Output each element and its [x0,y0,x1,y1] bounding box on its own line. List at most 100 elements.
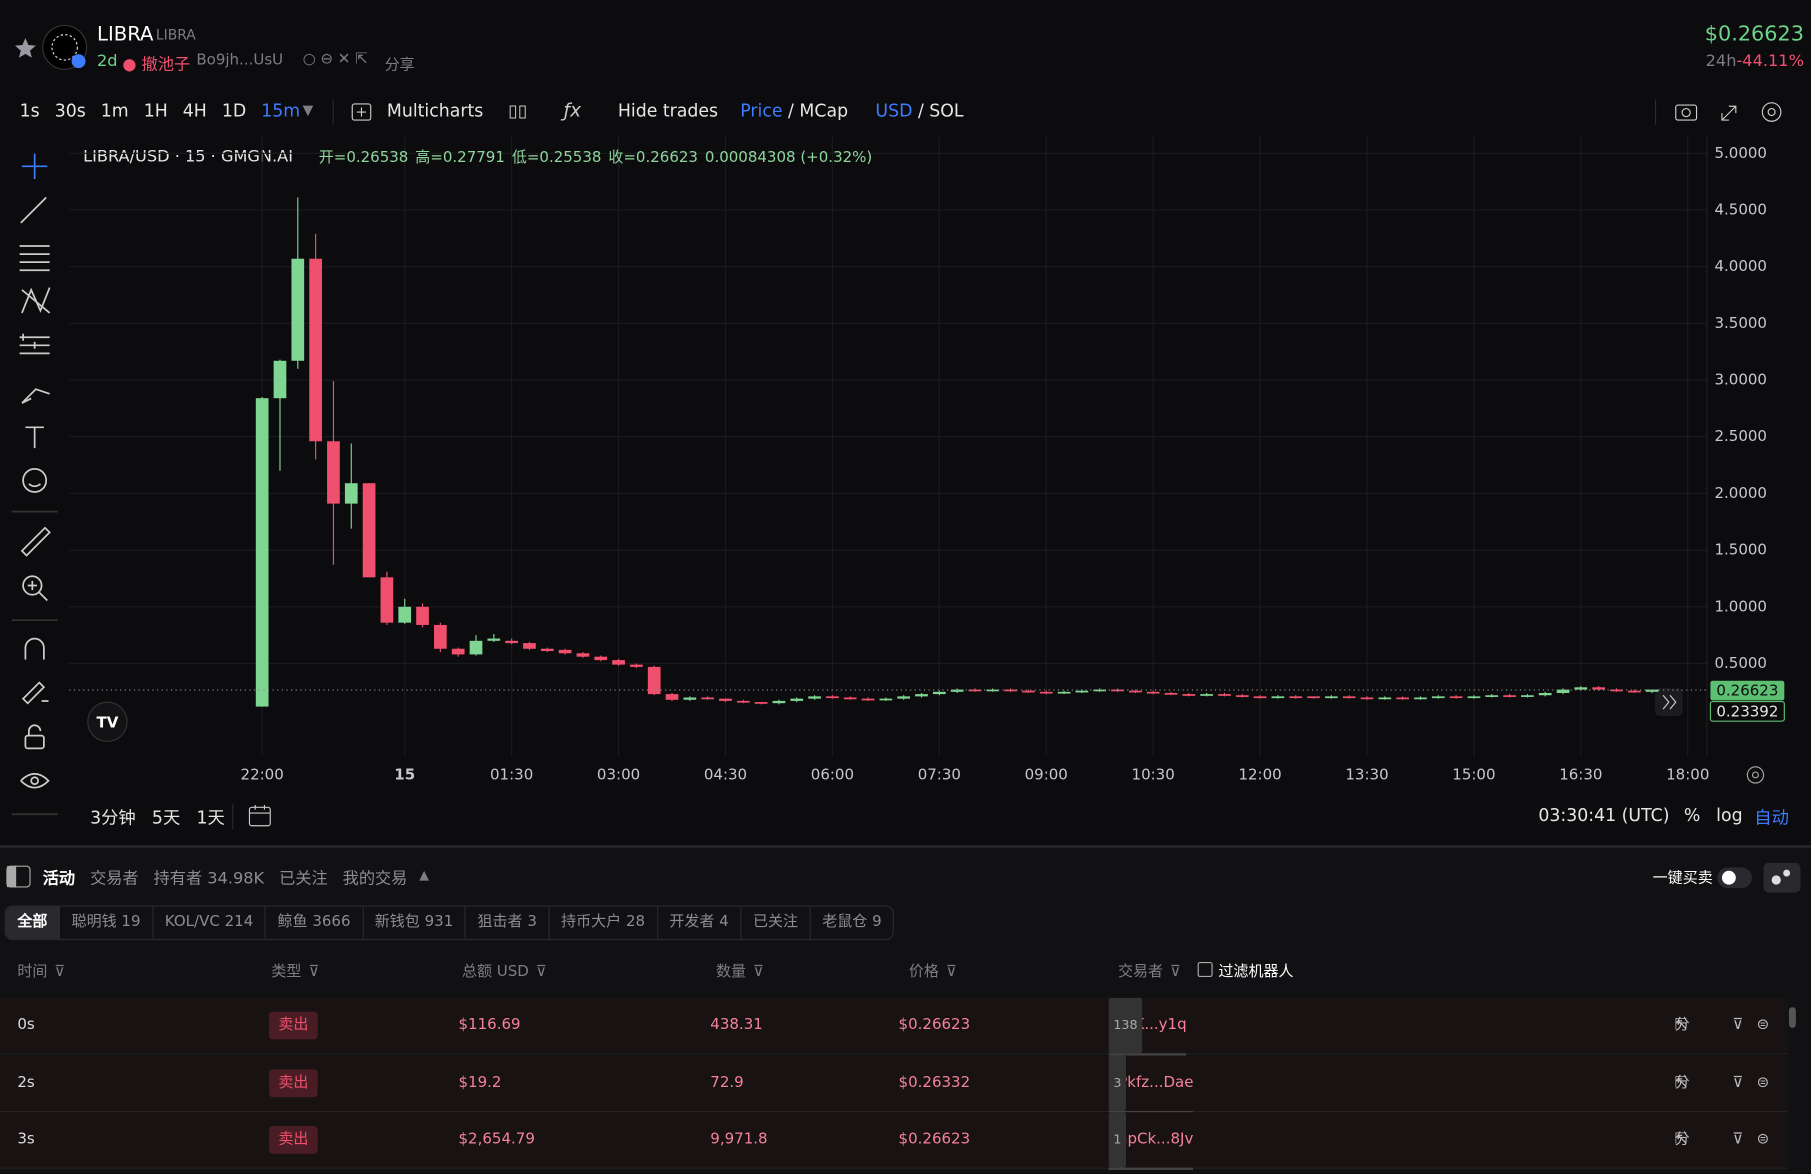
panel-toggle[interactable] [6,865,31,888]
hide-trades[interactable]: Hide trades [617,100,719,122]
column-header[interactable]: 交易者 ⊽ [1117,963,1181,981]
tab[interactable]: 交易者 [90,869,139,889]
drawing-tools[interactable] [11,144,63,843]
currency[interactable]: USD / SOL [875,100,964,122]
filter-icon[interactable]: ⊽ [1732,1016,1744,1034]
tab[interactable]: 我的交易 [342,869,408,889]
filter[interactable]: 狙击者 3 [466,906,550,939]
token-age: 2d [97,51,118,71]
interval[interactable]: 1s [19,100,40,122]
usd-toggle[interactable]: USD [875,100,913,122]
candle-body [1342,696,1356,699]
more-icon[interactable]: ⊜ [1756,1130,1770,1148]
range-bar: 3分钟 5天 1天 [90,805,225,829]
candle-body [1164,692,1178,695]
filter-icon[interactable]: ⊽ [753,963,765,981]
filter-icon[interactable]: ⊽ [54,963,66,981]
sol-toggle[interactable]: SOL [929,100,964,122]
filter[interactable]: 持币大户 28 [550,906,658,939]
filter[interactable]: 全部 [5,906,61,939]
price-toggle[interactable]: Price [740,100,783,122]
chart-actions[interactable] [1672,98,1787,126]
goto-date[interactable] [246,803,274,831]
column-header[interactable]: 时间 ⊽ [17,963,66,981]
column-header[interactable]: 数量 ⊽ [716,963,765,981]
candle-body [1235,695,1249,697]
interval[interactable]: 15m [261,100,301,122]
candle-body [327,441,340,504]
filter[interactable]: KOL/VC 214 [153,906,266,939]
filter-icon[interactable]: ⊽ [1169,963,1181,981]
tab[interactable]: 活动 [42,869,76,889]
indicators[interactable]: ƒx [563,99,582,122]
candle-body [1521,695,1534,697]
filter-icon[interactable]: ⊽ [308,963,320,981]
price: $0.26623 [898,1130,971,1148]
chart-title: LIBRA/USD · 15 · GMGN.AI [83,147,293,166]
trade-count: 138 [1108,997,1143,1054]
type: 卖出 [269,1126,318,1154]
social-icons[interactable]: ○ ⊖ ✕ ⇱ [302,50,368,69]
filter[interactable]: 已关注 [741,906,811,939]
more-icon[interactable]: ⊜ [1756,1016,1770,1034]
filter-icon[interactable]: ⊽ [535,963,547,981]
interval-dropdown[interactable]: ▼ [302,101,314,118]
interval[interactable]: 1H [143,100,168,122]
x-tick-label: 15:00 [1452,765,1495,783]
tab[interactable]: 持有者 34.98K [153,869,265,889]
filter[interactable]: 开发者 4 [658,906,742,939]
candle-body [1146,691,1160,694]
candle-style[interactable]: ▯▯ [508,100,528,122]
marker-price-box [1709,700,1785,722]
share-icon: ⇱ [1674,1130,1688,1148]
range[interactable]: 5天 [151,807,181,829]
column-header[interactable]: 价格 ⊽ [908,963,957,981]
mcap-toggle[interactable]: MCap [799,100,849,122]
candle-body [273,360,287,399]
favorite-star[interactable] [12,35,40,63]
tab[interactable]: 已关注 [279,869,328,889]
more-icon[interactable]: ⊜ [1756,1073,1770,1091]
quick-trade-controls[interactable] [1715,862,1807,893]
x-tick-label: 04:30 [704,765,747,783]
candle-body [808,696,821,699]
interval[interactable]: 4H [182,100,207,122]
candle-body [1039,691,1053,694]
column-header[interactable]: 类型 ⊽ [271,963,320,981]
price-mcap[interactable]: Price / MCap [740,100,849,122]
token-logo [42,24,88,70]
candle-body [1022,690,1035,693]
candle-body [523,643,536,649]
token-address[interactable]: Bo9jh...UsU [196,51,284,70]
log-toggle[interactable]: log [1716,804,1743,826]
axis-settings[interactable] [1746,766,1765,784]
filter-icon[interactable]: ⊽ [1732,1073,1744,1091]
token-tag: ● 撤池子 [122,55,191,74]
column-header[interactable]: 总额 USD ⊽ [461,963,547,981]
x-tick-label: 07:30 [918,765,961,783]
add-chart-icon[interactable] [350,102,373,123]
scroll-right[interactable] [1654,688,1683,717]
time: 2s [17,1073,35,1091]
interval[interactable]: 30s [54,100,86,122]
filter[interactable]: 老鼠仓 9 [822,913,882,931]
trader-address[interactable]: 3Pkfz...Dae [1108,1055,1194,1113]
multicharts[interactable]: Multicharts [386,100,484,122]
change-label: 24h [1705,51,1737,71]
collapse[interactable]: ▲ [419,867,430,883]
range[interactable]: 3分钟 [90,807,136,829]
filter[interactable]: 新钱包 931 [363,906,466,939]
trader-address[interactable]: 4apCk...8Jv [1108,1112,1194,1170]
auto-toggle[interactable]: 自动 [1754,807,1789,829]
interval[interactable]: 1m [100,100,129,122]
candle-body [1378,697,1392,700]
share[interactable]: 分享 [384,56,415,74]
filter-bots[interactable]: 过滤机器人 [1197,959,1294,981]
filter[interactable]: 聪明钱 19 [60,906,154,939]
interval[interactable]: 1D [221,100,247,122]
filter[interactable]: 鲸鱼 3666 [266,906,364,939]
percent-toggle[interactable]: % [1683,804,1701,826]
range[interactable]: 1天 [196,807,225,829]
filter-icon[interactable]: ⊽ [1732,1130,1744,1148]
filter-icon[interactable]: ⊽ [945,963,957,981]
